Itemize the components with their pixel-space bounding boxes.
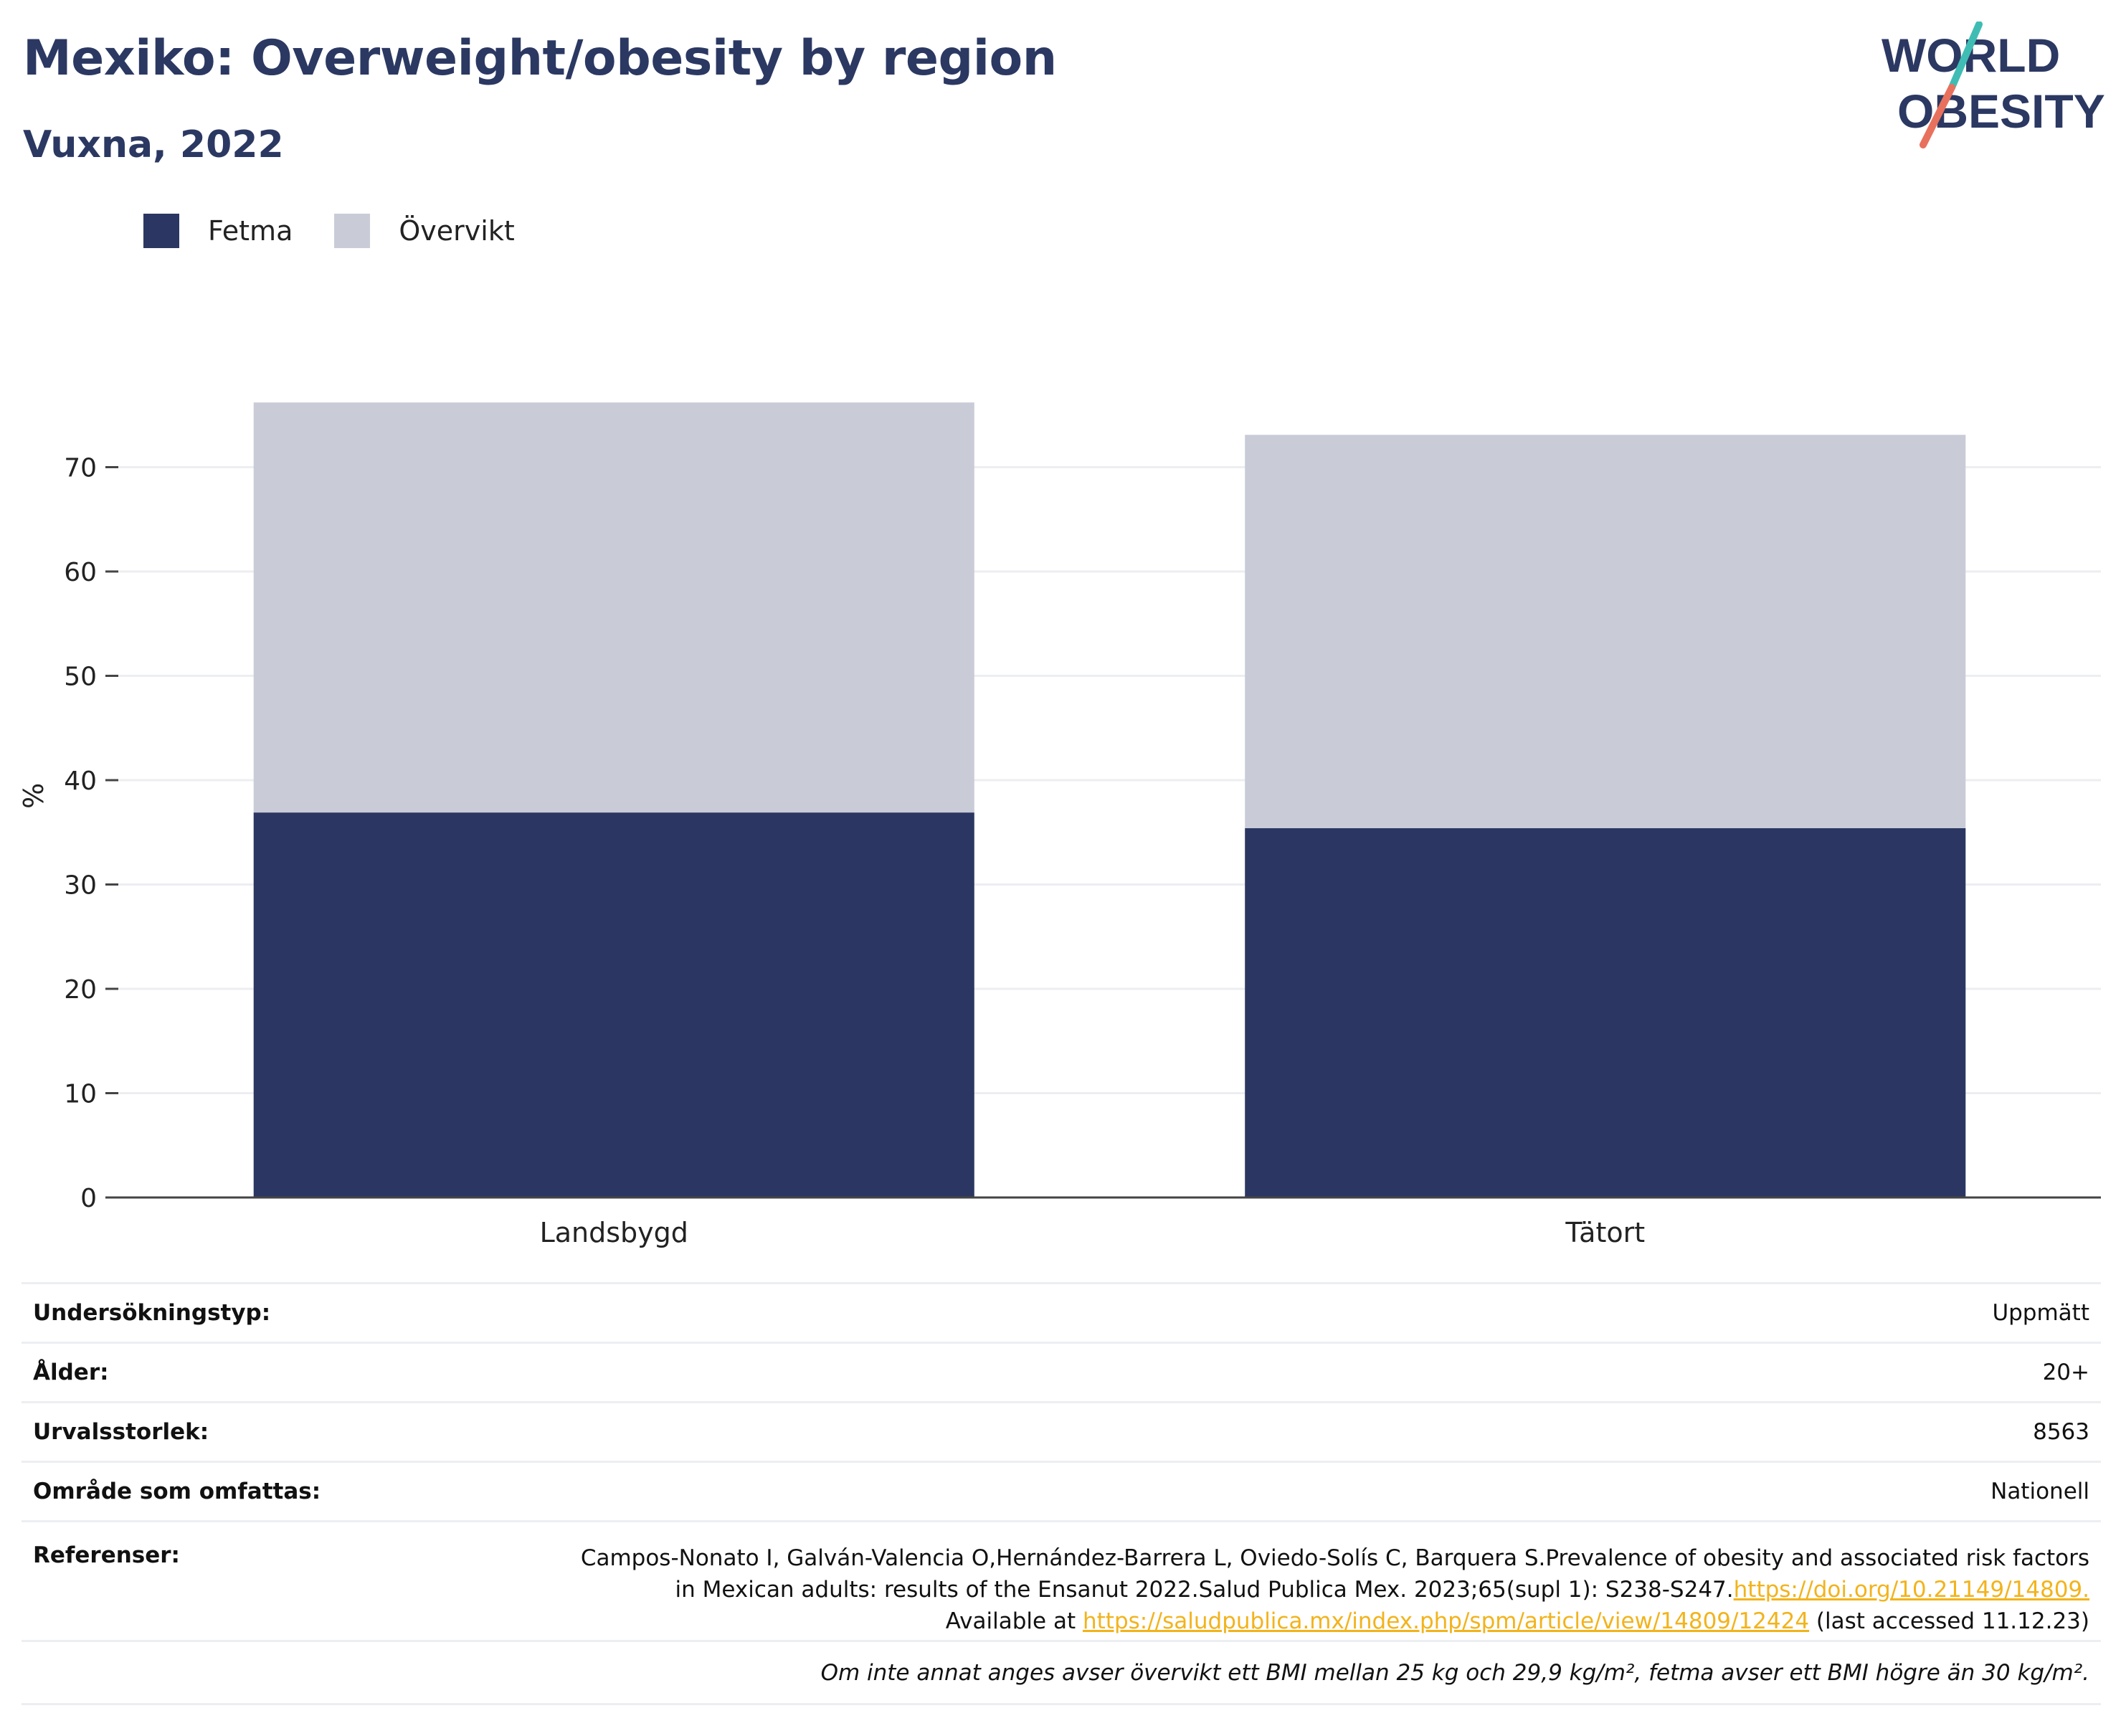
meta-key-area: Område som omfattas: xyxy=(33,1479,321,1504)
meta-key-references: Referenser: xyxy=(33,1542,180,1568)
world-obesity-logo: WORLD OBESITY xyxy=(1882,22,2105,148)
y-tick-label: 0 xyxy=(80,1184,97,1213)
bar-fetma-1 xyxy=(1245,827,1966,1197)
meta-row-note: Om inte annat anges avser övervikt ett B… xyxy=(22,1640,2101,1705)
chart-legend: Fetma Övervikt xyxy=(143,214,556,248)
legend-label-fetma: Fetma xyxy=(208,215,293,247)
reference-line-3: Available at https://saludpublica.mx/ind… xyxy=(225,1605,2089,1637)
meta-row-age: Ålder: 20+ xyxy=(22,1342,2101,1401)
meta-value-sample-size: 8563 xyxy=(2033,1419,2089,1445)
bar-overvikt-0 xyxy=(253,402,974,813)
meta-row-area: Område som omfattas: Nationell xyxy=(22,1461,2101,1520)
logo-slash-coral xyxy=(1920,84,1955,148)
meta-value-area: Nationell xyxy=(1990,1479,2089,1504)
y-tick-label: 60 xyxy=(64,558,97,587)
legend-item-overvikt[interactable]: Övervikt xyxy=(334,214,515,248)
legend-item-fetma[interactable]: Fetma xyxy=(143,214,293,248)
y-tick-label: 20 xyxy=(64,975,97,1005)
reference-line-2-text: in Mexican adults: results of the Ensanu… xyxy=(675,1577,1734,1603)
doi-link[interactable]: https://doi.org/10.21149/14809. xyxy=(1733,1577,2089,1603)
chart-title: Mexiko: Overweight/obesity by region xyxy=(23,30,1057,87)
references-text: Campos-Nonato I, Galván-Valencia O,Herná… xyxy=(225,1542,2089,1637)
reference-line-2: in Mexican adults: results of the Ensanu… xyxy=(225,1574,2089,1605)
article-link[interactable]: https://saludpublica.mx/index.php/spm/ar… xyxy=(1082,1608,1810,1634)
y-tick-label: 70 xyxy=(64,454,97,483)
bar-chart: 0 10 20 30 40 50 60 70% Landsbygd Tätort xyxy=(18,402,2101,1248)
meta-key-survey-type: Undersökningstyp: xyxy=(33,1300,271,1326)
meta-row-references: Referenser: Campos-Nonato I, Galván-Vale… xyxy=(22,1520,2101,1640)
meta-value-survey-type: Uppmätt xyxy=(1992,1300,2089,1326)
reference-line-1: Campos-Nonato I, Galván-Valencia O,Herná… xyxy=(580,1545,2089,1571)
meta-row-survey-type: Undersökningstyp: Uppmätt xyxy=(22,1282,2101,1342)
meta-key-sample-size: Urvalsstorlek: xyxy=(33,1419,209,1445)
logo-slash-teal xyxy=(1948,22,1983,91)
meta-key-age: Ålder: xyxy=(33,1360,109,1385)
legend-swatch-fetma xyxy=(143,214,179,248)
legend-swatch-overvikt xyxy=(334,214,371,248)
reference-line-3-text: Available at xyxy=(945,1608,1083,1634)
meta-row-sample-size: Urvalsstorlek: 8563 xyxy=(22,1401,2101,1461)
meta-value-age: 20+ xyxy=(2042,1360,2089,1385)
legend-label-overvikt: Övervikt xyxy=(399,215,515,247)
bmi-definition-note: Om inte annat anges avser övervikt ett B… xyxy=(820,1659,2089,1686)
y-axis-label: % xyxy=(18,783,49,809)
bar-fetma-0 xyxy=(253,812,974,1197)
y-tick-label: 10 xyxy=(64,1080,97,1109)
y-tick-label: 40 xyxy=(64,767,97,796)
reference-line-3-end: (last accessed 11.12.23) xyxy=(1809,1608,2089,1634)
y-tick-label: 30 xyxy=(64,871,97,901)
chart-subtitle: Vuxna, 2022 xyxy=(23,123,284,166)
y-tick-label: 50 xyxy=(64,663,97,692)
x-tick-label: Landsbygd xyxy=(540,1217,688,1248)
x-tick-label: Tätort xyxy=(1565,1217,1645,1248)
survey-metadata: Undersökningstyp: Uppmätt Ålder: 20+ Urv… xyxy=(22,1282,2101,1705)
bar-overvikt-1 xyxy=(1245,435,1966,828)
